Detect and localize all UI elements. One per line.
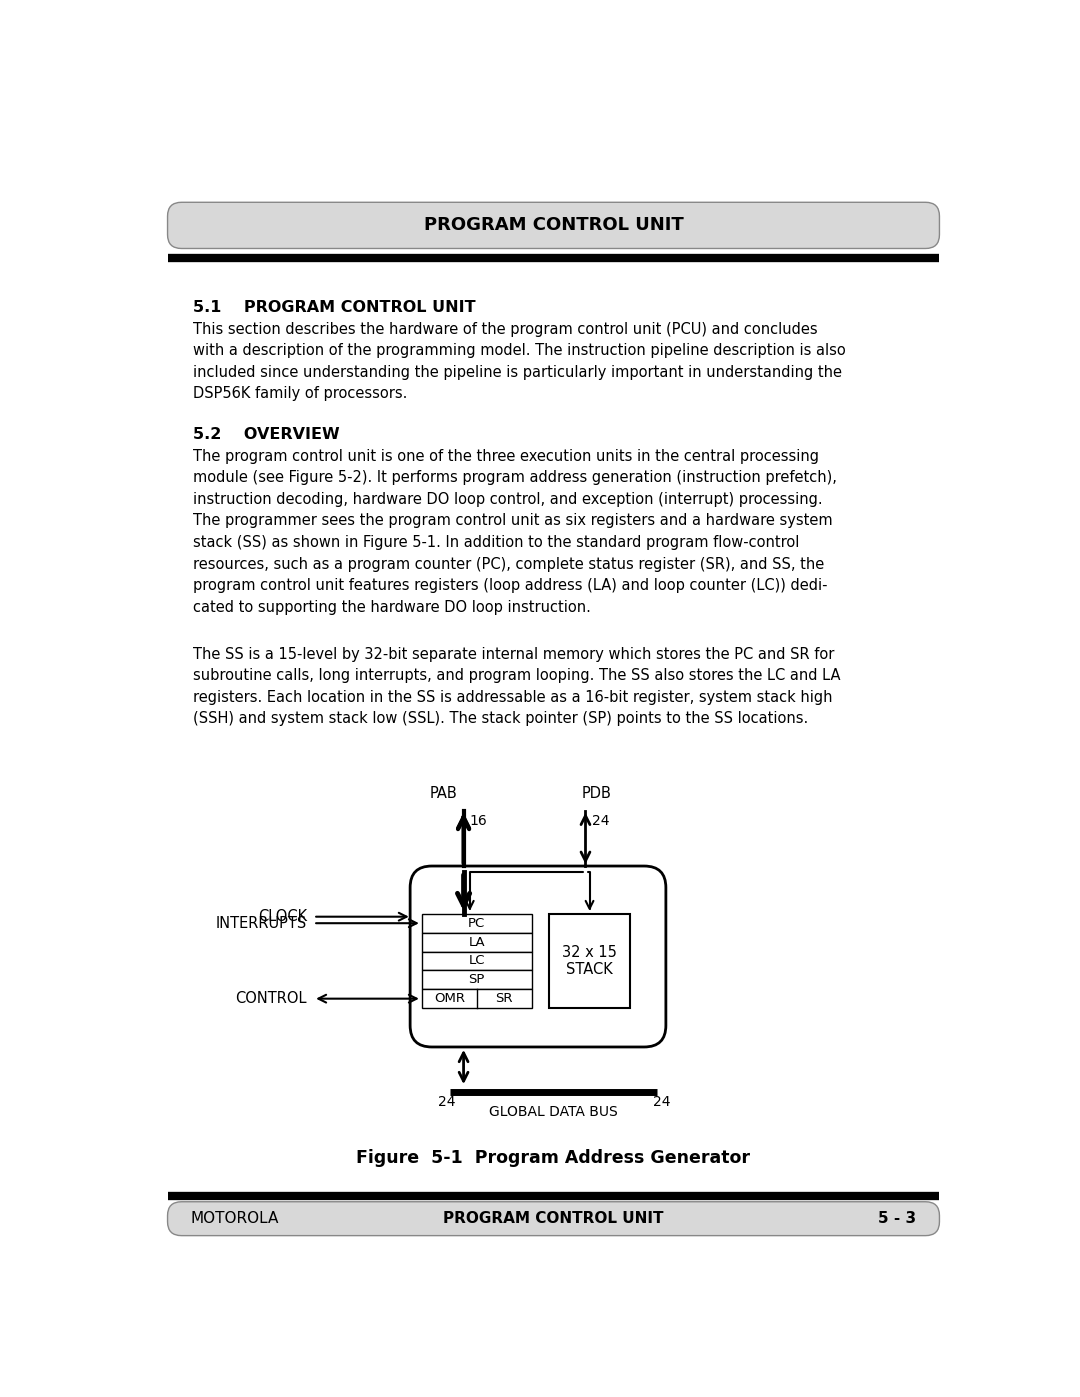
Text: PDB: PDB: [582, 787, 611, 802]
Bar: [422, 933, 531, 951]
Text: OMR: OMR: [434, 992, 464, 1006]
Text: LC: LC: [469, 954, 485, 968]
Text: 32 x 15
STACK: 32 x 15 STACK: [562, 944, 617, 977]
Text: The SS is a 15-level by 32-bit separate internal memory which stores the PC and : The SS is a 15-level by 32-bit separate …: [193, 647, 840, 726]
Bar: [549, 914, 631, 1009]
Text: 24: 24: [653, 1095, 671, 1109]
Text: PC: PC: [468, 916, 485, 929]
Text: 24: 24: [592, 814, 609, 828]
Text: CONTROL: CONTROL: [235, 990, 307, 1006]
Bar: [422, 989, 531, 1009]
Text: 16: 16: [470, 814, 487, 828]
Text: MOTOROLA: MOTOROLA: [191, 1211, 279, 1227]
Text: The program control unit is one of the three execution units in the central proc: The program control unit is one of the t…: [193, 448, 837, 615]
Bar: [422, 951, 531, 971]
Text: CLOCK: CLOCK: [258, 909, 307, 925]
Bar: [422, 914, 531, 933]
Text: This section describes the hardware of the program control unit (PCU) and conclu: This section describes the hardware of t…: [193, 321, 846, 401]
FancyBboxPatch shape: [167, 1201, 940, 1235]
Text: PAB: PAB: [430, 787, 457, 802]
Text: SP: SP: [469, 974, 485, 986]
Text: LA: LA: [469, 936, 485, 949]
FancyBboxPatch shape: [410, 866, 666, 1046]
Text: 5 - 3: 5 - 3: [878, 1211, 916, 1227]
FancyBboxPatch shape: [167, 203, 940, 249]
Text: PROGRAM CONTROL UNIT: PROGRAM CONTROL UNIT: [443, 1211, 664, 1227]
Bar: [422, 971, 531, 989]
Text: 24: 24: [438, 1095, 456, 1109]
Text: 5.1    PROGRAM CONTROL UNIT: 5.1 PROGRAM CONTROL UNIT: [193, 300, 476, 316]
Text: PROGRAM CONTROL UNIT: PROGRAM CONTROL UNIT: [423, 217, 684, 235]
Text: SR: SR: [496, 992, 513, 1006]
Text: 5.2    OVERVIEW: 5.2 OVERVIEW: [193, 427, 340, 441]
Text: Figure  5-1  Program Address Generator: Figure 5-1 Program Address Generator: [356, 1150, 751, 1168]
Text: GLOBAL DATA BUS: GLOBAL DATA BUS: [489, 1105, 618, 1119]
Text: INTERRUPTS: INTERRUPTS: [216, 915, 307, 930]
